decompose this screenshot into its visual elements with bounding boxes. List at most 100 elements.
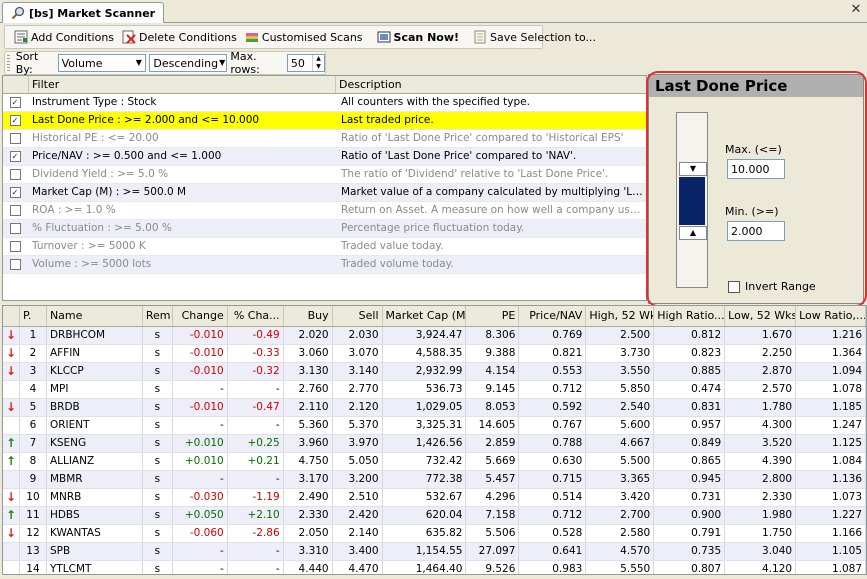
filter-checkbox[interactable]: ✓	[9, 187, 21, 198]
filter-row[interactable]: Historical PE : <= 20.00 Ratio of 'Last D…	[3, 130, 646, 148]
customised-scans-button[interactable]: Customised Scans	[241, 27, 367, 47]
table-row[interactable]: ↓ 2 AFFIN s -0.010 -0.33 3.060 3.070 4,588.35 9.3…	[3, 345, 866, 363]
filter-checkbox[interactable]	[9, 241, 21, 252]
name-cell: HDBS	[47, 507, 143, 524]
col-header-low-52wk[interactable]: Low, 52 Wks	[725, 306, 797, 326]
filter-row[interactable]: Volume : >= 5000 lots Traded volume today…	[3, 256, 646, 274]
col-header-rem[interactable]: Rem	[143, 306, 173, 326]
direction-cell	[3, 381, 20, 398]
pct-change-cell: +0.21	[228, 453, 284, 470]
filter-checkbox[interactable]	[9, 223, 21, 234]
table-row[interactable]: ↓ 1 DRBHCOM s -0.010 -0.49 2.020 2.030 3,924.47 8…	[3, 327, 866, 345]
pe-cell: 5.506	[466, 525, 520, 542]
direction-cell	[3, 543, 20, 560]
range-slider[interactable]: ▼ ▲	[676, 112, 708, 288]
filter-checkbox[interactable]	[9, 259, 21, 270]
col-header-position[interactable]: P.	[20, 306, 47, 326]
filter-column-header[interactable]: Filter	[29, 76, 336, 93]
market-cap-cell: 3,325.31	[383, 417, 467, 434]
invert-range-toggle[interactable]: Invert Range	[728, 280, 816, 293]
table-row[interactable]: ↓ 10 MNRB s -0.030 -1.19 2.490 2.510 532.67 4.296…	[3, 489, 866, 507]
position-cell: 4	[20, 381, 47, 398]
col-header-low-ratio[interactable]: Low Ratio,...	[796, 306, 866, 326]
slider-max-handle-icon[interactable]: ▼	[679, 162, 707, 176]
col-header-name[interactable]: Name	[47, 306, 143, 326]
chevron-down-icon[interactable]: ▼	[135, 58, 142, 67]
slider-min-handle-icon[interactable]: ▲	[679, 226, 707, 240]
col-header-price-nav[interactable]: Price/NAV	[519, 306, 587, 326]
pe-cell: 9.388	[466, 345, 520, 362]
sell-cell: 2.420	[333, 507, 383, 524]
close-icon[interactable]: ✕	[850, 2, 862, 17]
spin-down-icon[interactable]: ▼	[316, 63, 321, 70]
table-row[interactable]: 14 YTLCMT s - -4.440 4.470 1,464.40 9.526 0.983 5…	[3, 561, 866, 574]
filter-checkbox[interactable]	[9, 205, 21, 216]
filter-row[interactable]: ✓ Market Cap (M) : >= 500.0 M Market value…	[3, 184, 646, 202]
col-header-high-52wk[interactable]: High, 52 Wks	[586, 306, 655, 326]
col-header-pct-change[interactable]: % Cha...	[228, 306, 284, 326]
filter-checkbox[interactable]: ✓	[9, 151, 21, 162]
chevron-down-icon[interactable]: ▼	[219, 58, 226, 67]
buy-cell: 4.440	[284, 561, 333, 574]
low-52wk-cell: 2.250	[725, 345, 797, 362]
position-cell: 10	[20, 489, 47, 506]
filter-row[interactable]: % Fluctuation : >= 5.00 % Percentage pric…	[3, 220, 646, 238]
filter-row[interactable]: ✓ Price/NAV : >= 0.500 and <= 1.000 Ratio …	[3, 148, 646, 166]
col-header-high-ratio[interactable]: High Ratio...	[654, 306, 726, 326]
delete-conditions-button[interactable]: Delete Conditions	[118, 27, 241, 47]
table-row[interactable]: ↑ 8 ALLIANZ s +0.010 +0.21 4.750 5.050 732.42 5.6…	[3, 453, 866, 471]
position-cell: 11	[20, 507, 47, 524]
col-header-direction[interactable]	[3, 306, 20, 326]
col-header-sell[interactable]: Sell	[333, 306, 383, 326]
col-header-buy[interactable]: Buy	[284, 306, 333, 326]
sort-by-select[interactable]: Volume ▼	[57, 54, 147, 72]
high-ratio-cell: 0.735	[654, 543, 726, 560]
pe-cell: 9.526	[466, 561, 520, 574]
max-value-input[interactable]: 10.000	[727, 159, 785, 179]
table-row[interactable]: ↑ 11 HDBS s +0.050 +2.10 2.330 2.420 620.04 7.158…	[3, 507, 866, 525]
sort-order-value: Descending	[153, 56, 219, 70]
filter-row[interactable]: ROA : >= 1.0 % Return on Asset. A measure…	[3, 202, 646, 220]
name-cell: DRBHCOM	[47, 327, 143, 344]
table-row[interactable]: ↓ 12 KWANTAS s -0.060 -2.86 2.050 2.140 635.82 5.…	[3, 525, 866, 543]
table-row[interactable]: ↓ 5 BRDB s -0.010 -0.47 2.110 2.120 1,029.05 8.05…	[3, 399, 866, 417]
filter-row[interactable]: ✓ Instrument Type : Stock All counters wit…	[3, 94, 646, 112]
filter-row[interactable]: Turnover : >= 5000 K Traded value today.	[3, 238, 646, 256]
max-rows-stepper[interactable]: 50 ▲ ▼	[286, 54, 326, 72]
rem-cell: s	[143, 381, 173, 398]
name-cell: SPB	[47, 543, 143, 560]
min-value-input[interactable]: 2.000	[727, 221, 785, 241]
sort-order-select[interactable]: Descending ▼	[149, 54, 228, 72]
filter-row[interactable]: ✓ Last Done Price : >= 2.000 and <= 10.00…	[3, 112, 646, 130]
low-ratio-cell: 1.084	[796, 453, 866, 470]
table-row[interactable]: ↑ 7 KSENG s +0.010 +0.25 3.960 3.970 1,426.56 2.8…	[3, 435, 866, 453]
add-conditions-button[interactable]: Add Conditions	[10, 27, 118, 47]
pe-cell: 8.053	[466, 399, 520, 416]
table-row[interactable]: 9 MBMR s - -3.170 3.200 772.38 5.457 0.715 3.365 0…	[3, 471, 866, 489]
slider-range-bar[interactable]	[679, 177, 705, 225]
col-header-change[interactable]: Change	[173, 306, 228, 326]
pct-change-cell: -2.86	[228, 525, 284, 542]
save-selection-button[interactable]: Save Selection to...	[469, 27, 600, 47]
spin-up-icon[interactable]: ▲	[316, 55, 321, 62]
low-52wk-cell: 2.330	[725, 489, 797, 506]
filter-checkbox[interactable]: ✓	[9, 115, 21, 126]
table-row[interactable]: 13 SPB s - -3.310 3.400 1,154.55 27.097 0.641 4.5…	[3, 543, 866, 561]
col-header-market-cap[interactable]: Market Cap (M)	[383, 306, 467, 326]
toolbar-grip[interactable]	[7, 55, 10, 71]
high-52wk-cell: 5.550	[586, 561, 655, 574]
filter-row[interactable]: Dividend Yield : >= 5.0 % The ratio of 'D…	[3, 166, 646, 184]
magnifier-icon	[11, 6, 25, 20]
sell-cell: 2.120	[333, 399, 383, 416]
table-row[interactable]: 6 ORIENT s - -5.360 5.370 3,325.31 14.605 0.767 5…	[3, 417, 866, 435]
filter-checkbox[interactable]	[9, 133, 21, 144]
table-row[interactable]: 4 MPI s - -2.760 2.770 536.73 9.145 0.712 5.850 0.…	[3, 381, 866, 399]
scan-now-button[interactable]: Scan Now!	[373, 27, 463, 47]
filter-checkbox[interactable]: ✓	[9, 97, 21, 108]
col-header-pe[interactable]: PE	[466, 306, 520, 326]
tab-market-scanner[interactable]: [bs] Market Scanner	[2, 2, 164, 23]
description-column-header[interactable]: Description	[339, 78, 402, 91]
filter-checkbox[interactable]	[9, 169, 21, 180]
table-row[interactable]: ↓ 3 KLCCP s -0.010 -0.32 3.130 3.140 2,932.99 4.1…	[3, 363, 866, 381]
invert-range-checkbox[interactable]	[728, 280, 740, 293]
